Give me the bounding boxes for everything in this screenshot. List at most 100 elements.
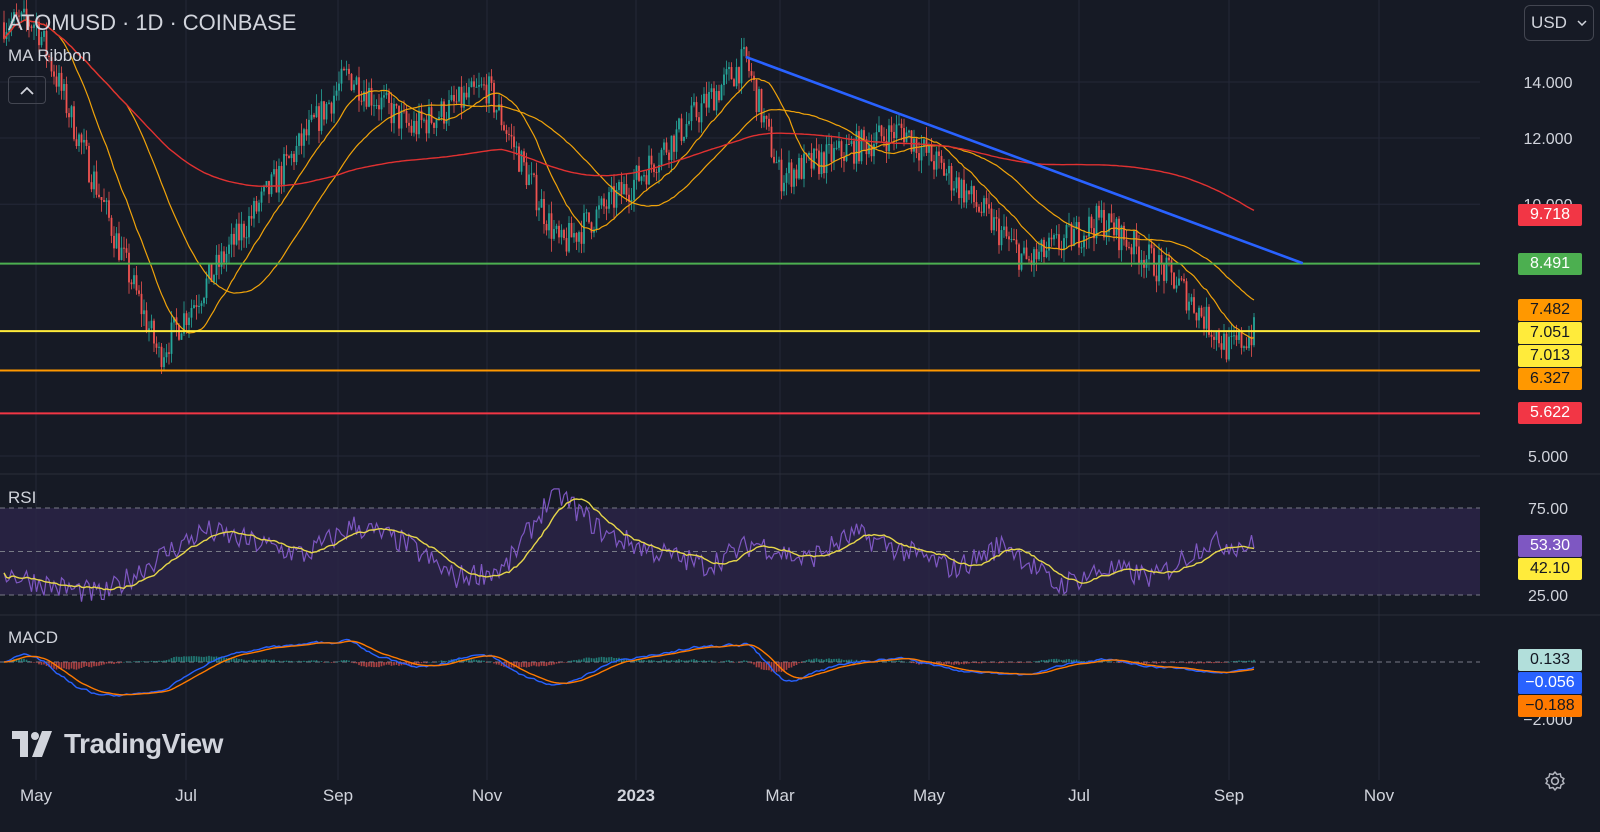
trendline	[745, 55, 1304, 265]
macd-histogram-bar	[768, 662, 770, 671]
macd-histogram-bar	[1225, 662, 1228, 663]
candle-body	[670, 135, 673, 160]
macd-histogram-bar	[158, 660, 160, 662]
candle-body	[895, 124, 898, 139]
candle-body	[570, 222, 573, 238]
candle-body	[410, 125, 413, 133]
macd-histogram-bar	[103, 662, 105, 665]
candle-body	[735, 67, 738, 87]
macd-histogram-bar	[1150, 662, 1153, 663]
candle-body	[708, 92, 710, 108]
macd-histogram-bar	[195, 656, 198, 662]
macd-histogram-bar	[783, 662, 785, 672]
indicator-label[interactable]: MA Ribbon	[8, 46, 92, 65]
macd-histogram-bar	[708, 660, 710, 662]
macd-histogram-bar	[590, 658, 593, 662]
candle-body	[490, 76, 493, 83]
rsi-pane-title[interactable]: RSI	[8, 488, 37, 507]
candle-body	[260, 191, 263, 203]
candle-body	[283, 154, 285, 185]
candle-body	[1103, 209, 1105, 238]
candle-body	[955, 177, 958, 189]
candle-body	[745, 47, 748, 58]
macd-histogram-bar	[648, 659, 650, 662]
candle-body	[335, 90, 338, 96]
candle-body	[65, 84, 68, 114]
candle-body	[288, 155, 290, 159]
candle-body	[383, 95, 385, 98]
candle-body	[1170, 260, 1173, 273]
candle-body	[843, 156, 845, 161]
tradingview-logo[interactable]: TradingView	[12, 728, 223, 760]
candle-body	[275, 169, 278, 193]
macd-histogram-bar	[338, 661, 340, 662]
macd-histogram-bar	[53, 662, 55, 669]
macd-histogram-bar	[848, 659, 850, 662]
macd-histogram-bar	[895, 660, 898, 662]
candle-body	[1188, 301, 1190, 311]
macd-histogram-bar	[408, 662, 410, 666]
candle-body	[538, 207, 540, 211]
macd-histogram-bar	[1043, 660, 1045, 662]
candle-body	[658, 164, 660, 173]
candle-body	[500, 104, 503, 126]
macd-histogram-bar	[353, 662, 355, 664]
candle-body	[250, 216, 253, 219]
macd-histogram-bar	[433, 662, 435, 663]
candle-body	[585, 212, 588, 214]
candle-body	[715, 91, 718, 111]
macd-histogram-bar	[388, 662, 390, 665]
candle-body	[973, 186, 975, 203]
symbol-header[interactable]: ATOMUSD · 1D · COINBASE	[8, 10, 296, 36]
settings-button[interactable]	[1544, 770, 1566, 798]
macd-pane-title[interactable]: MACD	[8, 628, 59, 647]
candle-body	[213, 275, 215, 282]
candle-body	[495, 110, 498, 113]
candle-body	[870, 144, 873, 157]
tradingview-logo-icon	[12, 731, 52, 757]
macd-histogram-bar	[1218, 662, 1220, 663]
candle-body	[545, 223, 548, 231]
candle-body	[733, 79, 735, 87]
candle-body	[1008, 236, 1010, 240]
candle-body	[390, 102, 393, 124]
macd-histogram-bar	[180, 656, 183, 662]
macd-histogram-bar	[405, 662, 408, 666]
candle-body	[718, 91, 720, 101]
macd-histogram-bar	[570, 660, 573, 662]
time-axis-label: May	[913, 786, 946, 805]
candle-body	[1040, 239, 1043, 252]
macd-histogram-bar	[250, 660, 253, 662]
candle-body	[665, 142, 668, 153]
candle-body	[438, 116, 440, 120]
macd-histogram-bar	[288, 660, 290, 662]
candle-body	[1185, 281, 1188, 311]
candle-body	[8, 27, 10, 32]
macd-histogram-bar	[138, 661, 140, 662]
macd-histogram-bar	[973, 662, 975, 663]
macd-histogram-bar	[625, 659, 628, 662]
currency-selector[interactable]: USD	[1524, 5, 1594, 41]
macd-histogram-bar	[18, 658, 20, 662]
macd-histogram-bar	[1103, 660, 1105, 662]
candle-body	[1063, 238, 1065, 251]
macd-histogram-bar	[108, 662, 110, 664]
candle-body	[385, 92, 388, 96]
macd-histogram-bar	[165, 659, 168, 662]
candle-body	[498, 104, 500, 111]
candle-body	[238, 223, 240, 241]
candle-body	[903, 128, 905, 143]
macd-histogram-bar	[348, 660, 350, 662]
macd-histogram-bar	[1060, 659, 1063, 662]
candle-body	[460, 86, 463, 108]
macd-histogram-bar	[100, 662, 103, 666]
collapse-indicators-button[interactable]	[8, 76, 46, 104]
candle-body	[310, 114, 313, 120]
macd-histogram-bar	[198, 656, 200, 662]
macd-histogram-bar	[938, 662, 940, 664]
candle-body	[628, 194, 630, 202]
macd-histogram-bar	[398, 662, 400, 666]
candle-body	[85, 139, 88, 146]
macd-histogram-bar	[810, 659, 813, 662]
